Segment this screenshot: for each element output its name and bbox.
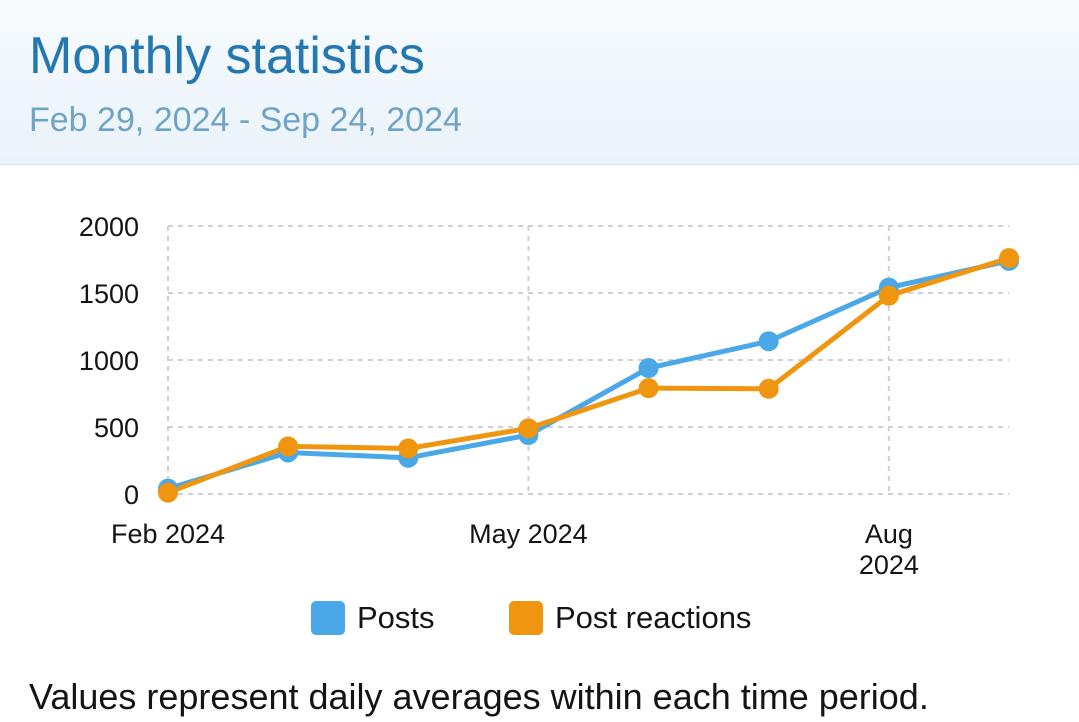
date-range: Feb 29, 2024 - Sep 24, 2024 bbox=[29, 101, 462, 139]
y-tick-label: 0 bbox=[124, 480, 139, 510]
x-tick-label: Aug bbox=[865, 519, 913, 549]
y-tick-label: 1500 bbox=[79, 279, 139, 309]
x-tick-label: 2024 bbox=[859, 550, 919, 580]
data-point-post-reactions bbox=[398, 438, 419, 459]
series-line-post-reactions bbox=[167, 255, 1010, 495]
data-point-post-reactions bbox=[278, 436, 299, 457]
chart-legend: Posts Post reactions bbox=[0, 596, 1079, 640]
header: Monthly statistics Feb 29, 2024 - Sep 24… bbox=[0, 0, 1079, 165]
data-point-post-reactions bbox=[638, 378, 659, 399]
y-tick-label: 2000 bbox=[79, 212, 139, 242]
data-point-post-reactions bbox=[999, 248, 1019, 269]
legend-label-posts: Posts bbox=[357, 600, 435, 635]
y-tick-label: 500 bbox=[94, 413, 139, 443]
x-tick-label: May 2024 bbox=[469, 519, 588, 549]
data-point-post-reactions bbox=[758, 378, 779, 399]
series-line-posts bbox=[167, 258, 1010, 492]
grid-layer bbox=[167, 225, 1009, 495]
data-point-post-reactions bbox=[158, 482, 178, 503]
x-tick-label: Feb 2024 bbox=[111, 519, 225, 549]
page-title: Monthly statistics bbox=[29, 27, 425, 85]
legend-item-posts[interactable]: Posts bbox=[311, 596, 435, 640]
legend-swatch-posts bbox=[311, 601, 345, 635]
data-point-posts bbox=[638, 358, 659, 379]
y-tick-label: 1000 bbox=[79, 346, 139, 376]
series-layer bbox=[158, 248, 1019, 503]
legend-item-post-reactions[interactable]: Post reactions bbox=[509, 596, 751, 640]
data-point-posts bbox=[758, 331, 779, 352]
y-axis-ticks: 0 500 1000 1500 2000 bbox=[79, 212, 139, 510]
data-point-post-reactions bbox=[878, 285, 899, 306]
legend-label-post-reactions: Post reactions bbox=[555, 600, 752, 635]
legend-swatch-post-reactions bbox=[509, 601, 543, 635]
data-point-post-reactions bbox=[518, 418, 539, 439]
footnote: Values represent daily averages within e… bbox=[29, 676, 929, 717]
